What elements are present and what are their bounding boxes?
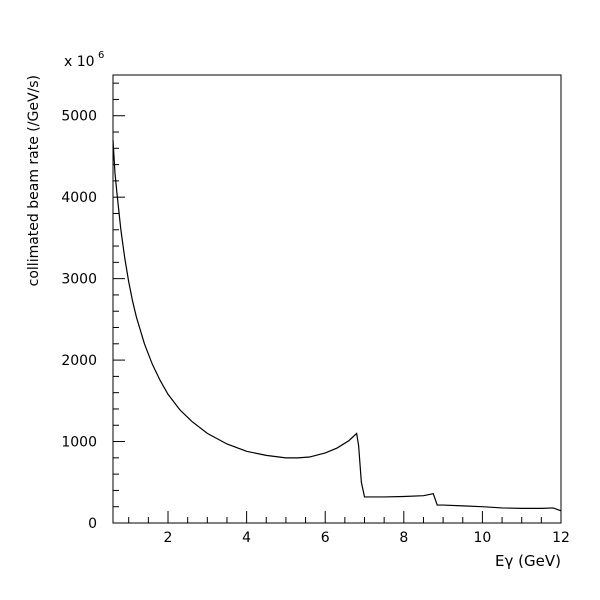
y-axis-label: collimated beam rate (/GeV/s) — [26, 75, 42, 286]
x-tick-label: 6 — [321, 530, 330, 546]
series-line — [112, 140, 562, 512]
y-tick-label: 3000 — [61, 272, 97, 288]
x-tick-label: 4 — [242, 530, 251, 546]
y-multiplier-label: x 10 — [64, 54, 95, 70]
y-tick-labels: 0 1000 2000 3000 4000 5000 — [61, 109, 97, 532]
x-axis-label: Eγ (GeV) — [495, 552, 561, 570]
y-tick-label: 1000 — [61, 435, 97, 451]
y-tick-label: 5000 — [61, 109, 97, 125]
major-ticks-group — [113, 115, 562, 524]
y-tick-label: 0 — [88, 516, 97, 532]
x-tick-label: 8 — [399, 530, 408, 546]
y-tick-label: 4000 — [61, 190, 97, 206]
x-tick-label: 12 — [552, 530, 570, 546]
x-tick-label: 2 — [164, 530, 173, 546]
y-tick-label: 2000 — [61, 353, 97, 369]
x-tick-label: 10 — [473, 530, 491, 546]
y-multiplier-exponent: 6 — [98, 50, 104, 61]
x-tick-labels: 2 4 6 8 10 12 — [164, 530, 570, 546]
plot-frame — [112, 74, 562, 524]
minor-ticks-group — [113, 82, 542, 523]
